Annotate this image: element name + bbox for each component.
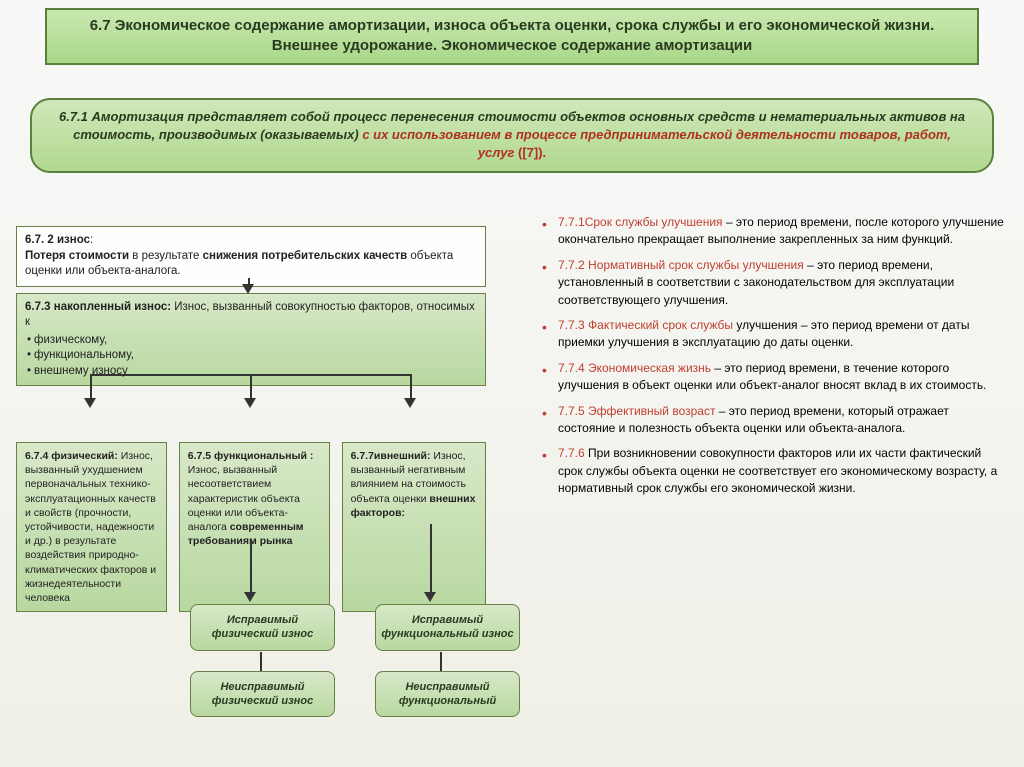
box-677: 6.7.7ивнешний: Износ, вызванный негативн… xyxy=(342,442,486,612)
right-column: 7.7.1Срок службы улучшения – это период … xyxy=(526,214,1006,505)
arrow-line xyxy=(410,374,412,400)
slide-root: 6.7 Экономическое содержание амортизации… xyxy=(0,0,1024,767)
result-row-2: Неисправимый физический износ Неисправим… xyxy=(190,671,520,718)
b672-t4: снижения потребительских качеств xyxy=(203,250,408,262)
box-674: 6.7.4 физический: Износ, вызванный ухудш… xyxy=(16,442,167,612)
result-row-1: Исправимый физический износ Исправимый ф… xyxy=(190,604,520,651)
r2-term: Фактический срок службы xyxy=(588,318,733,332)
result-neispr-phys: Неисправимый физический износ xyxy=(190,671,335,718)
right-item-2: 7.7.3 Фактический срок службы улучшения … xyxy=(526,317,1006,352)
b677-num: 6.7.7ивнешний: xyxy=(351,450,431,462)
title-banner: 6.7 Экономическое содержание амортизации… xyxy=(45,8,979,65)
r1-term: Нормативный срок службы улучшения xyxy=(588,258,804,272)
b672-t2: Потеря стоимости xyxy=(25,250,129,262)
r2-num: 7.7.3 xyxy=(558,318,588,332)
b673-num: 6.7.3 накопленный износ: xyxy=(25,301,171,313)
arrow-down-icon xyxy=(244,398,256,408)
arrow-line xyxy=(90,374,92,400)
r3-num: 7.7.4 xyxy=(558,361,588,375)
arrow-line xyxy=(250,374,252,400)
r1-num: 7.7.2 xyxy=(558,258,588,272)
r5-t: При возникновении совокупности факторов … xyxy=(558,446,997,495)
arrow-line xyxy=(430,524,432,594)
arrow-down-icon xyxy=(244,592,256,602)
r3-term: Экономическая жизнь xyxy=(588,361,711,375)
box-672: 6.7. 2 износ: Потеря стоимости в результ… xyxy=(16,226,486,287)
def-red: с их использованием в процессе предприни… xyxy=(362,127,951,160)
right-item-1: 7.7.2 Нормативный срок службы улучшения … xyxy=(526,257,1006,309)
def-suffix: ([7]). xyxy=(518,145,546,160)
arrow-line xyxy=(90,374,412,376)
result-ispr-phys: Исправимый физический износ xyxy=(190,604,335,651)
b674-t: Износ, вызванный ухудшением первоначальн… xyxy=(25,450,156,604)
b673-list: физическому, функциональному, внешнему и… xyxy=(25,333,477,380)
right-item-0: 7.7.1Срок службы улучшения – это период … xyxy=(526,214,1006,249)
right-item-5: 7.7.6 При возникновении совокупности фак… xyxy=(526,445,1006,497)
result-neispr-func: Неисправимый функциональный xyxy=(375,671,520,718)
r4-num: 7.7.5 xyxy=(558,404,588,418)
result-grid: Исправимый физический износ Исправимый ф… xyxy=(190,604,520,737)
right-item-4: 7.7.5 Эффективный возраст – это период в… xyxy=(526,403,1006,438)
right-list: 7.7.1Срок службы улучшения – это период … xyxy=(526,214,1006,497)
b675-num: 6.7.5 функциональный : xyxy=(188,450,314,462)
right-item-3: 7.7.4 Экономическая жизнь – это период в… xyxy=(526,360,1006,395)
r5-num: 7.7.6 xyxy=(558,446,588,460)
b673-li0: физическому, xyxy=(27,333,477,349)
b672-num: 6.7. 2 износ xyxy=(25,234,90,246)
result-ispr-func: Исправимый функциональный износ xyxy=(375,604,520,651)
b673-li1: функциональному, xyxy=(27,348,477,364)
arrow-down-icon xyxy=(84,398,96,408)
b674-num: 6.7.4 физический: xyxy=(25,450,118,462)
arrow-down-icon xyxy=(242,284,254,294)
arrow-down-icon xyxy=(404,398,416,408)
r0-term: Срок службы улучшения xyxy=(585,215,723,229)
arrow-line xyxy=(250,540,252,594)
b672-t1: : xyxy=(90,234,93,246)
r4-term: Эффективный возраст xyxy=(588,404,715,418)
b672-t3: в результате xyxy=(129,250,203,262)
definition-banner: 6.7.1 Амортизация представляет собой про… xyxy=(30,98,994,173)
arrow-down-icon xyxy=(424,592,436,602)
box-673: 6.7.3 накопленный износ: Износ, вызванны… xyxy=(16,293,486,387)
r0-num: 7.7.1 xyxy=(558,215,585,229)
box-675: 6.7.5 функциональный : Износ, вызванный … xyxy=(179,442,330,612)
